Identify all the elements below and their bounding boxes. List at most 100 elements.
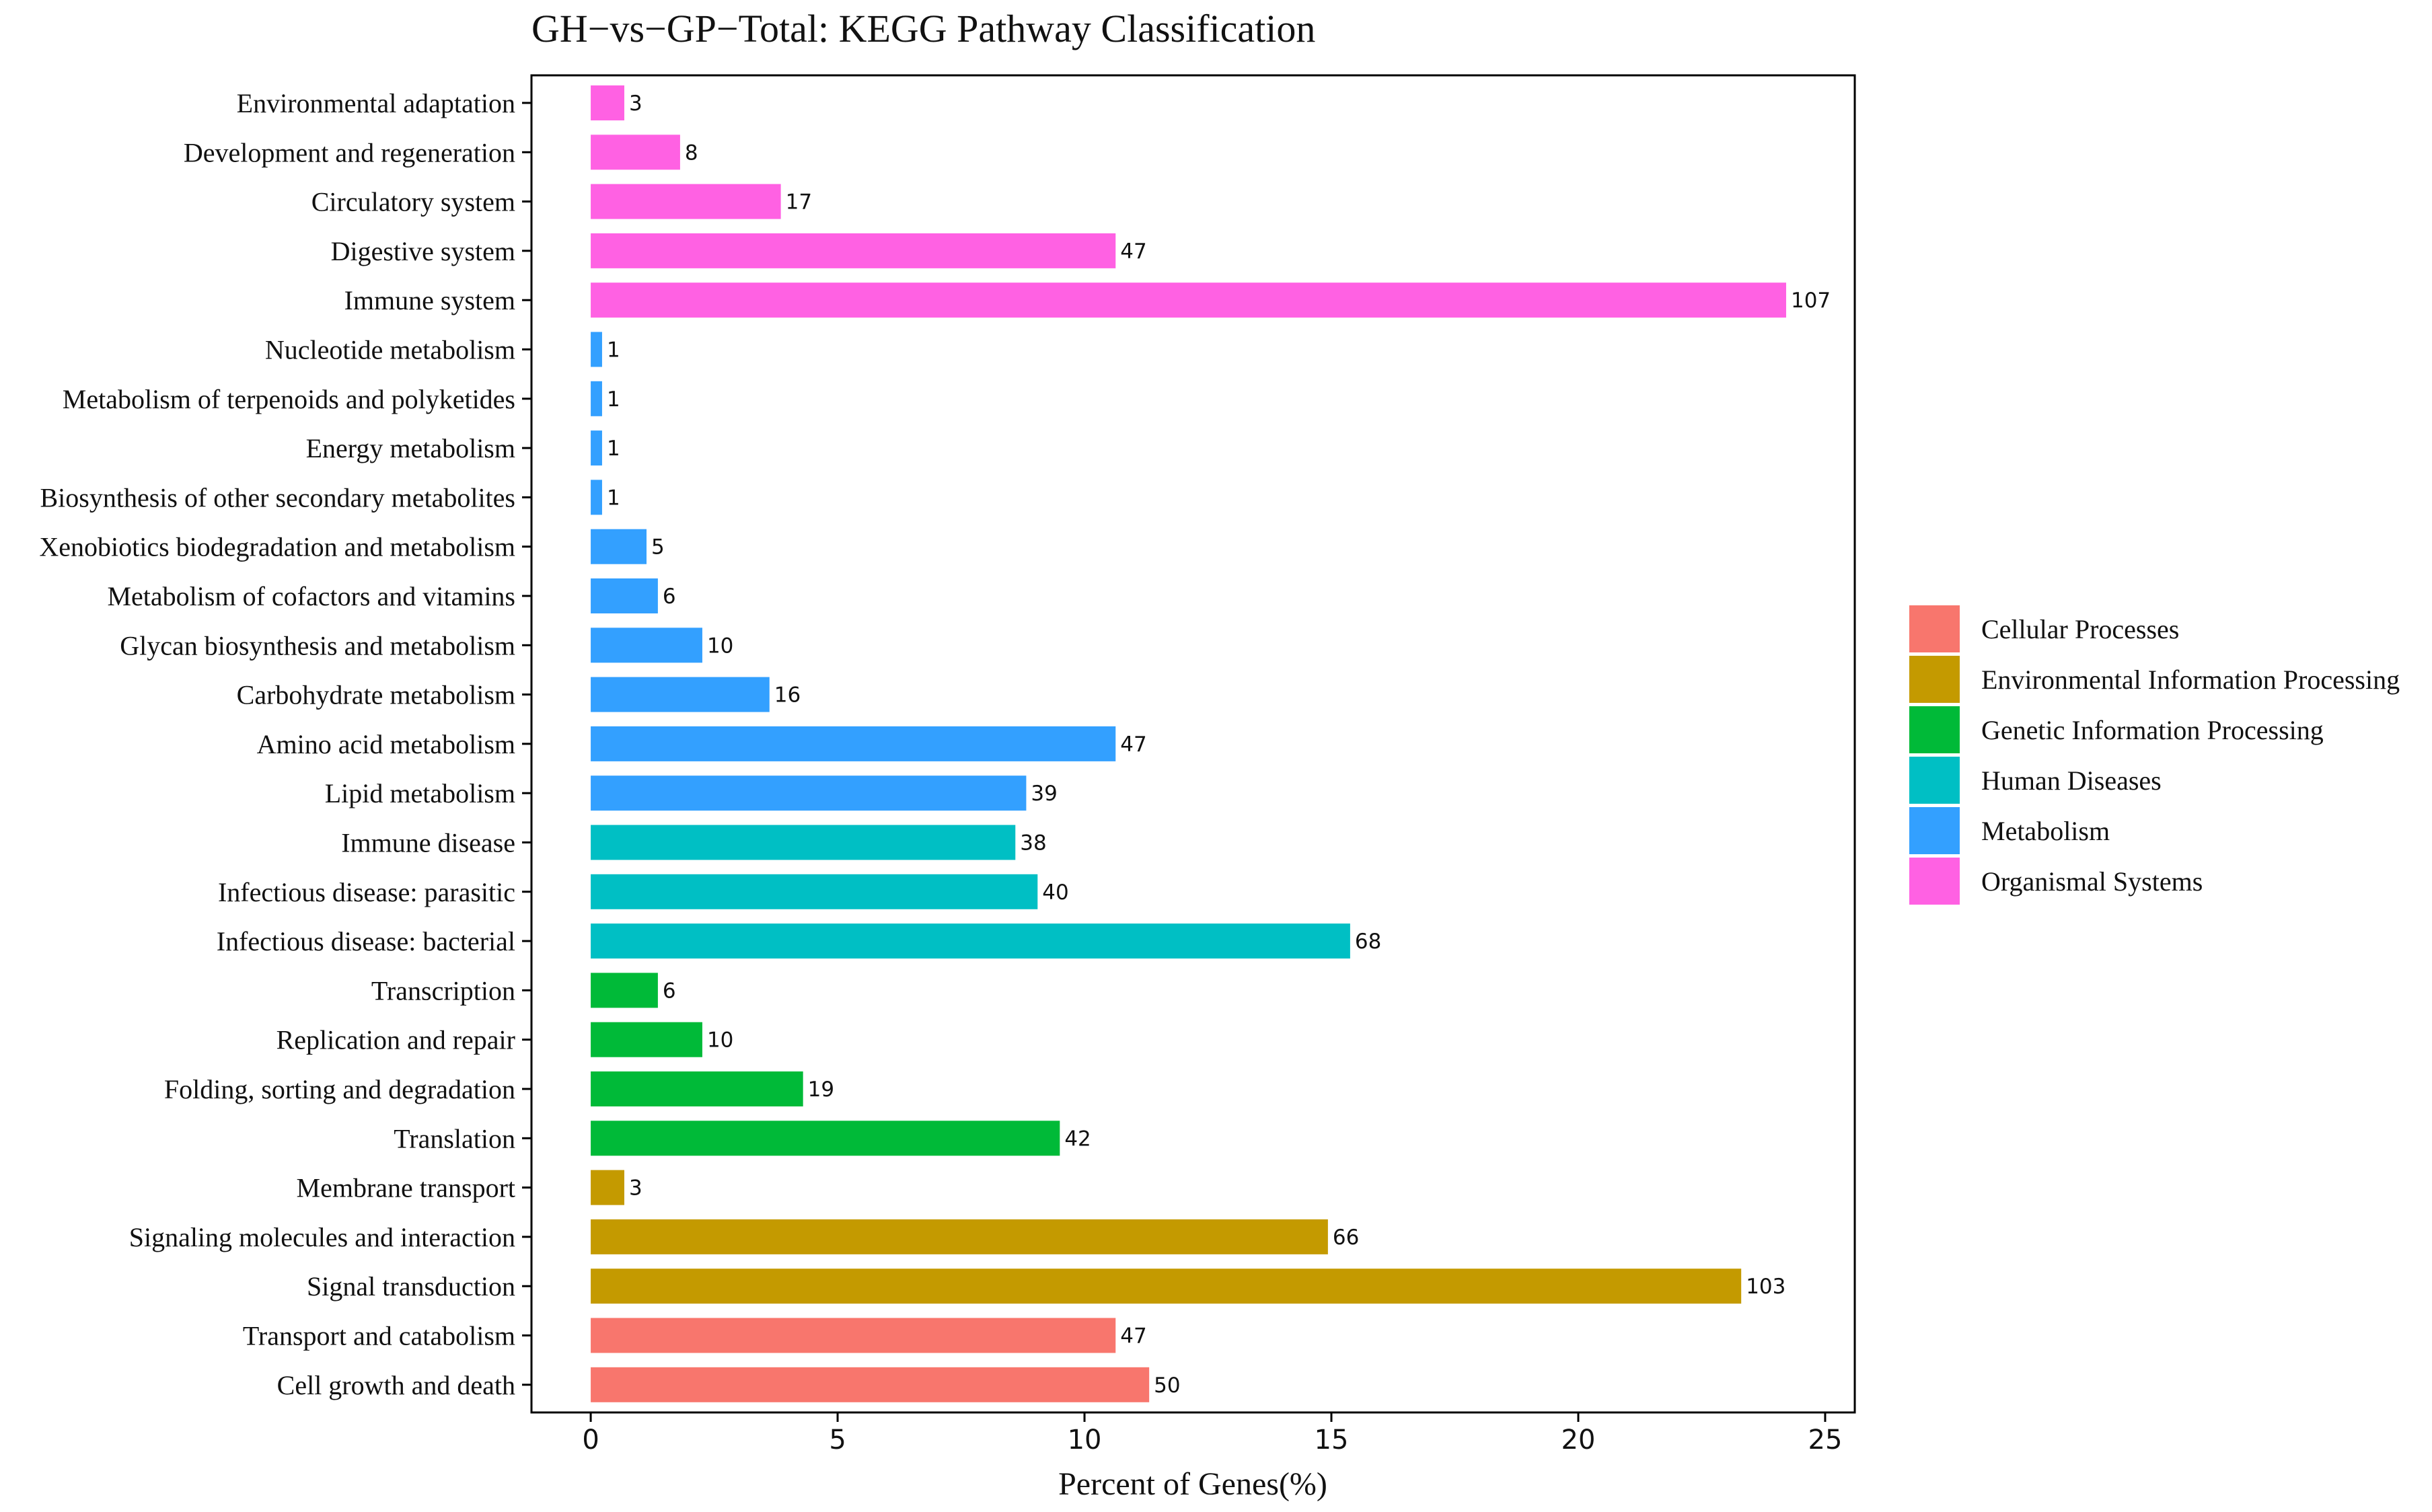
bar-metabolism-of-terpenoids-and-polyketides [591,381,602,416]
x-tick-label-20: 20 [1561,1425,1596,1456]
legend-label-cellular-processes: Cellular Processes [1981,614,2179,644]
data-label-transcription: 6 [663,979,676,1003]
bar-circulatory-system [591,184,781,219]
y-label-xenobiotics-biodegradation-and-metabolism: Xenobiotics biodegradation and metabolis… [39,532,515,562]
data-label-energy-metabolism: 1 [607,437,620,461]
data-label-infectious-disease-bacterial: 68 [1355,930,1381,954]
data-label-immune-disease: 38 [1020,831,1046,856]
bar-environmental-adaptation [591,85,624,120]
data-label-environmental-adaptation: 3 [629,91,642,116]
y-label-circulatory-system: Circulatory system [311,187,515,217]
bar-lipid-metabolism [591,776,1027,811]
legend-label-genetic-information-processing: Genetic Information Processing [1981,715,2324,745]
chart-title: GH−vs−GP−Total: KEGG Pathway Classificat… [531,7,1315,50]
bar-energy-metabolism [591,430,602,466]
y-label-glycan-biosynthesis-and-metabolism: Glycan biosynthesis and metabolism [120,630,515,660]
y-label-metabolism-of-cofactors-and-vitamins: Metabolism of cofactors and vitamins [107,581,515,611]
legend-label-metabolism: Metabolism [1981,816,2110,846]
data-labels: 3817471071111561016473938406861019423661… [607,91,1831,1398]
y-label-infectious-disease-bacterial: Infectious disease: bacterial [217,926,515,956]
bar-membrane-transport [591,1170,624,1205]
bar-biosynthesis-of-other-secondary-metabolites [591,480,602,515]
data-label-biosynthesis-of-other-secondary-metabolites: 1 [607,486,620,510]
y-label-biosynthesis-of-other-secondary-metabolites: Biosynthesis of other secondary metaboli… [40,482,515,513]
bar-immune-disease [591,825,1016,860]
data-label-lipid-metabolism: 39 [1031,782,1057,806]
y-label-energy-metabolism: Energy metabolism [306,433,515,463]
y-label-replication-and-repair: Replication and repair [277,1025,515,1055]
legend-key-cellular-processes [1909,605,1960,652]
y-label-transport-and-catabolism: Transport and catabolism [243,1321,515,1351]
data-label-development-and-regeneration: 8 [685,141,698,165]
bar-glycan-biosynthesis-and-metabolism [591,628,702,663]
y-axis-labels: Environmental adaptation Development and … [39,88,531,1400]
data-label-metabolism-of-terpenoids-and-polyketides: 1 [607,387,620,412]
bar-folding-sorting-and-degradation [591,1071,803,1106]
y-label-digestive-system: Digestive system [331,236,515,266]
legend-label-organismal-systems: Organismal Systems [1981,866,2203,897]
legend-key-metabolism [1909,807,1960,854]
bar-amino-acid-metabolism [591,726,1116,761]
bar-infectious-disease-bacterial [591,923,1350,959]
x-tick-label-15: 15 [1315,1425,1349,1456]
legend-label-human-diseases: Human Diseases [1981,765,2162,796]
y-label-signaling-molecules-and-interaction: Signaling molecules and interaction [129,1222,515,1252]
data-label-glycan-biosynthesis-and-metabolism: 10 [707,634,733,658]
data-label-replication-and-repair: 10 [707,1028,733,1053]
y-label-lipid-metabolism: Lipid metabolism [325,778,515,808]
data-label-membrane-transport: 3 [629,1176,642,1201]
bar-transport-and-catabolism [591,1318,1116,1353]
data-label-carbohydrate-metabolism: 16 [774,683,801,708]
y-label-metabolism-of-terpenoids-and-polyketides: Metabolism of terpenoids and polyketides [63,384,515,414]
bar-infectious-disease-parasitic [591,874,1038,909]
y-label-carbohydrate-metabolism: Carbohydrate metabolism [237,680,515,710]
x-tick-label-5: 5 [829,1425,846,1456]
x-tick-label-0: 0 [582,1425,599,1456]
bar-replication-and-repair [591,1022,702,1057]
y-label-amino-acid-metabolism: Amino acid metabolism [257,729,515,759]
bar-signal-transduction [591,1269,1742,1304]
data-label-xenobiotics-biodegradation-and-metabolism: 5 [651,535,665,560]
legend-key-organismal-systems [1909,858,1960,905]
y-label-membrane-transport: Membrane transport [297,1173,515,1203]
data-label-cell-growth-and-death: 50 [1154,1373,1180,1398]
legend-key-human-diseases [1909,757,1960,804]
y-label-development-and-regeneration: Development and regeneration [184,137,515,167]
legend-key-environmental-information-processing [1909,656,1960,703]
legend: Cellular Processes Environmental Informat… [1909,605,2400,905]
bar-metabolism-of-cofactors-and-vitamins [591,578,658,613]
x-tick-label-10: 10 [1068,1425,1102,1456]
bar-transcription [591,973,658,1008]
data-label-signaling-molecules-and-interaction: 66 [1333,1225,1359,1250]
data-label-metabolism-of-cofactors-and-vitamins: 6 [663,584,676,609]
legend-key-genetic-information-processing [1909,706,1960,753]
data-label-transport-and-catabolism: 47 [1120,1324,1146,1349]
bar-nucleotide-metabolism [591,332,602,367]
bar-cell-growth-and-death [591,1367,1150,1402]
y-label-transcription: Transcription [371,975,515,1006]
bars-group [591,85,1786,1402]
y-label-cell-growth-and-death: Cell growth and death [277,1370,515,1400]
bar-digestive-system [591,233,1116,268]
y-label-nucleotide-metabolism: Nucleotide metabolism [265,335,515,365]
bar-signaling-molecules-and-interaction [591,1219,1328,1254]
data-label-infectious-disease-parasitic: 40 [1042,880,1068,905]
legend-label-environmental-information-processing: Environmental Information Processing [1981,665,2400,695]
y-label-environmental-adaptation: Environmental adaptation [237,88,515,118]
data-label-circulatory-system: 17 [786,190,812,215]
data-label-digestive-system: 47 [1120,239,1146,264]
x-tick-label-25: 25 [1808,1425,1843,1456]
bar-carbohydrate-metabolism [591,677,770,712]
data-label-translation: 42 [1064,1127,1091,1151]
data-label-signal-transduction: 103 [1746,1275,1785,1299]
bar-translation [591,1121,1060,1156]
x-axis: 0 5 10 15 20 25 [582,1412,1842,1456]
y-label-immune-disease: Immune disease [341,828,515,858]
bar-immune-system [591,282,1786,318]
y-label-translation: Translation [394,1123,515,1154]
y-label-folding-sorting-and-degradation: Folding, sorting and degradation [164,1074,515,1104]
data-label-immune-system: 107 [1791,289,1831,313]
y-label-signal-transduction: Signal transduction [307,1271,515,1301]
y-label-immune-system: Immune system [344,285,515,315]
